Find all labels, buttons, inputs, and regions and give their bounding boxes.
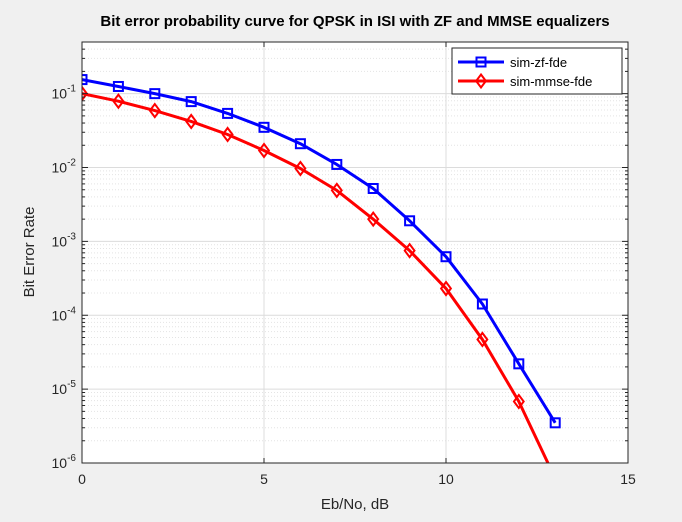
y-tick-labels: 10-6 10-5 10-4 10-3 10-2 10-1 [52, 84, 77, 471]
data-point-sim-mmse-fde [221, 126, 234, 143]
chart-title: Bit error probability curve for QPSK in … [100, 13, 609, 30]
data-point-sim-zf-fde [82, 74, 88, 86]
data-point-sim-zf-fde [513, 358, 525, 370]
series-line-sim-zf-fde [82, 78, 557, 424]
data-point-sim-zf-fde [367, 182, 379, 194]
x-tick-labels: 0 5 10 15 [78, 471, 636, 487]
data-point-sim-zf-fde [149, 88, 161, 100]
axis-ticks [81, 42, 629, 464]
data-point-sim-zf-fde [294, 138, 306, 150]
data-point-sim-mmse-fde [148, 102, 161, 119]
data-point-sim-zf-fde [222, 107, 234, 119]
y-tick-label: 10-4 [52, 305, 77, 323]
data-point-sim-mmse-fde [82, 85, 89, 102]
minor-grid [82, 48, 628, 442]
data-point-sim-zf-fde [476, 298, 488, 310]
data-point-sim-mmse-fde [294, 160, 307, 177]
series-line-sim-mmse-fde [82, 92, 550, 463]
legend-label-sim-zf-fde: sim-zf-fde [510, 55, 567, 70]
x-tick-label: 5 [260, 471, 268, 487]
series-sim-zf-fde [82, 74, 561, 429]
legend-marker-sim-zf-fde [475, 56, 487, 68]
data-point-sim-zf-fde [185, 96, 197, 108]
data-point-sim-zf-fde [258, 121, 270, 133]
data-point-sim-zf-fde [549, 417, 561, 429]
data-point-sim-mmse-fde [257, 142, 271, 159]
data-point-sim-mmse-fde [439, 280, 453, 297]
data-point-sim-zf-fde [331, 158, 343, 170]
y-tick-label: 10-3 [52, 231, 77, 249]
data-point-sim-zf-fde [440, 251, 452, 263]
x-tick-label: 0 [78, 471, 86, 487]
data-point-sim-zf-fde [112, 80, 124, 92]
data-point-sim-mmse-fde [476, 331, 489, 348]
x-tick-label: 15 [620, 471, 636, 487]
x-tick-label: 10 [438, 471, 454, 487]
y-tick-label: 10-5 [52, 379, 77, 397]
series-layer [82, 74, 561, 463]
y-tick-label: 10-2 [52, 158, 77, 176]
data-point-sim-mmse-fde [112, 93, 125, 110]
y-tick-label: 10-6 [52, 453, 77, 471]
series-sim-mmse-fde [82, 85, 550, 463]
data-point-sim-mmse-fde [512, 393, 525, 410]
y-tick-label: 10-1 [52, 84, 77, 102]
data-point-sim-mmse-fde [367, 210, 380, 228]
legend-label-sim-mmse-fde: sim-mmse-fde [510, 74, 592, 89]
y-axis-label: Bit Error Rate [21, 207, 38, 298]
data-point-sim-mmse-fde [403, 242, 416, 259]
legend-marker-sim-mmse-fde [474, 72, 488, 90]
major-grid [82, 42, 628, 463]
x-axis-label: Eb/No, dB [321, 496, 389, 513]
data-point-sim-mmse-fde [330, 182, 343, 199]
legend: sim-zf-fde sim-mmse-fde [451, 47, 623, 95]
data-point-sim-mmse-fde [185, 113, 198, 130]
data-point-sim-zf-fde [404, 215, 416, 227]
